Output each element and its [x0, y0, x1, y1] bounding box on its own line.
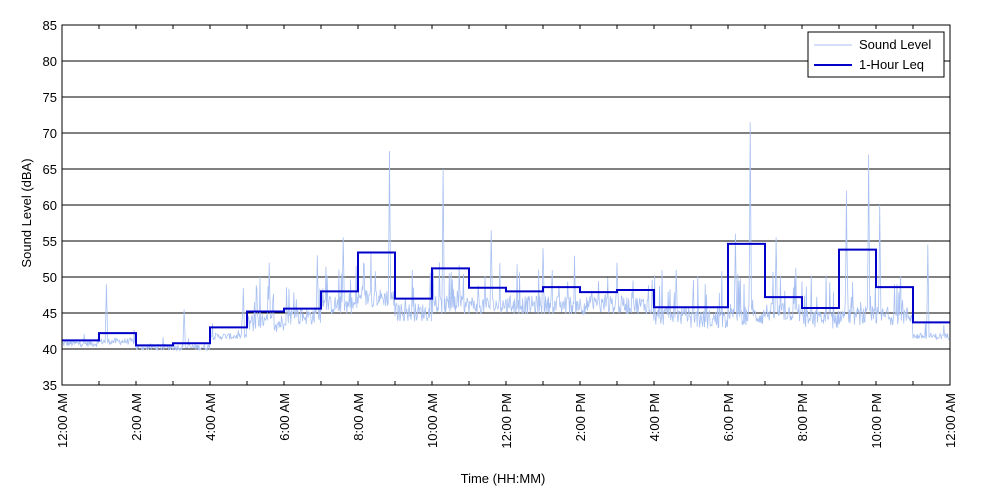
y-tick-label: 45: [43, 306, 57, 321]
x-tick-label: 10:00 PM: [869, 393, 884, 449]
y-tick-label: 40: [43, 342, 57, 357]
y-axis-ticks: 35 40 45 50 55 60 65 70 75 80 85: [43, 18, 66, 393]
series-layer: [61, 122, 950, 352]
y-tick-label: 50: [43, 270, 57, 285]
y-tick-label: 75: [43, 90, 57, 105]
x-axis-ticks: 12:00 AM 2:00 AM 4:00 AM 6:00 AM 8:00 AM 10:0…: [55, 25, 958, 449]
legend-label-leq: 1-Hour Leq: [859, 57, 924, 72]
x-tick-label: 10:00 AM: [425, 393, 440, 448]
x-tick-label: 8:00 AM: [351, 393, 366, 441]
legend: Sound Level 1-Hour Leq: [807, 31, 945, 78]
x-tick-label: 6:00 AM: [277, 393, 292, 441]
y-tick-label: 35: [43, 378, 57, 393]
y-axis-label: Sound Level (dBA): [19, 158, 34, 267]
grid-lines: [62, 60, 950, 350]
x-tick-label: 12:00 AM: [943, 393, 958, 448]
x-tick-label: 2:00 PM: [573, 393, 588, 441]
y-tick-label: 80: [43, 54, 57, 69]
legend-box: [807, 31, 945, 78]
x-tick-label: 4:00 PM: [647, 393, 662, 441]
x-tick-label: 4:00 AM: [203, 393, 218, 441]
y-tick-label: 85: [43, 18, 57, 33]
x-tick-label: 2:00 AM: [129, 393, 144, 441]
x-tick-label: 6:00 PM: [721, 393, 736, 441]
y-tick-label: 70: [43, 126, 57, 141]
y-tick-label: 65: [43, 162, 57, 177]
legend-label-sound-level: Sound Level: [859, 37, 931, 52]
y-tick-label: 60: [43, 198, 57, 213]
x-axis-label: Time (HH:MM): [461, 471, 546, 486]
x-tick-label: 8:00 PM: [795, 393, 810, 441]
x-tick-label: 12:00 AM: [55, 393, 70, 448]
y-tick-label: 55: [43, 234, 57, 249]
leq-series-line: [62, 242, 950, 347]
x-tick-label: 12:00 PM: [499, 393, 514, 449]
